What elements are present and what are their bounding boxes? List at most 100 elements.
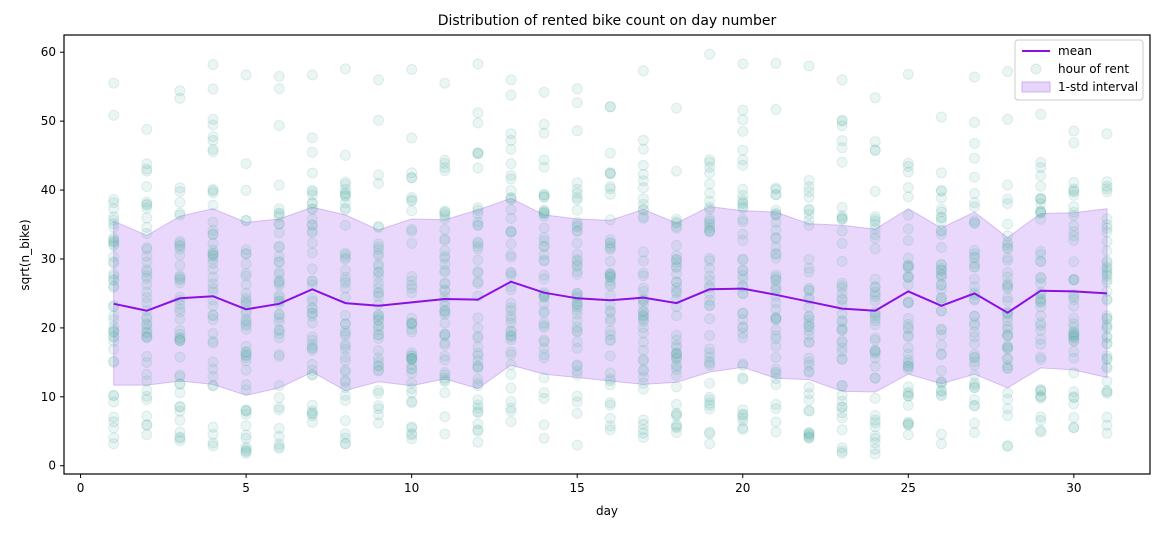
- scatter-point: [1101, 213, 1113, 225]
- scatter-point: [637, 175, 649, 187]
- scatter-point: [373, 266, 384, 278]
- scatter-point: [902, 272, 914, 283]
- scatter-point: [240, 443, 252, 455]
- scatter-point: [1002, 267, 1014, 279]
- scatter-point: [1101, 222, 1113, 234]
- scatter-point: [1101, 236, 1113, 247]
- scatter-point: [472, 147, 484, 159]
- scatter-point: [373, 177, 384, 189]
- scatter-point: [240, 408, 252, 420]
- scatter-point: [505, 305, 517, 316]
- scatter-point: [704, 294, 716, 306]
- scatter-point: [671, 421, 682, 432]
- scatter-point: [604, 373, 616, 385]
- scatter-point: [339, 310, 351, 321]
- scatter-point: [803, 427, 815, 438]
- scatter-point: [1035, 272, 1047, 284]
- scatter-point: [1035, 271, 1047, 283]
- scatter-point: [571, 204, 583, 216]
- scatter-point: [339, 382, 351, 394]
- scatter-point: [505, 416, 517, 428]
- scatter-point: [803, 262, 815, 274]
- scatter-point: [637, 418, 649, 430]
- mean-line-layer: [113, 280, 1108, 314]
- scatter-point: [306, 197, 318, 209]
- scatter-point: [439, 428, 451, 440]
- scatter-point: [207, 282, 219, 294]
- scatter-point: [505, 330, 517, 341]
- scatter-point: [571, 225, 583, 237]
- scatter-point: [571, 308, 583, 320]
- scatter-point: [538, 336, 550, 348]
- scatter-point: [1035, 296, 1047, 308]
- scatter-point: [770, 216, 782, 228]
- scatter-point: [704, 394, 716, 406]
- scatter-point: [240, 405, 252, 417]
- scatter-point: [339, 366, 351, 378]
- scatter-point: [704, 300, 716, 312]
- scatter-point: [935, 271, 947, 283]
- scatter-point: [207, 363, 219, 375]
- scatter-point: [969, 400, 980, 412]
- scatter-point: [770, 182, 782, 194]
- scatter-point: [637, 182, 649, 194]
- scatter-point: [505, 266, 517, 278]
- scatter-point: [108, 214, 120, 226]
- scatter-point: [240, 323, 252, 335]
- scatter-point: [240, 318, 252, 330]
- scatter-point: [108, 324, 120, 336]
- scatter-point: [571, 359, 583, 371]
- scatter-point: [902, 386, 914, 398]
- scatter-point: [969, 320, 980, 331]
- scatter-point: [902, 429, 914, 441]
- scatter-point: [902, 318, 914, 330]
- scatter-point: [935, 225, 947, 237]
- scatter-point: [174, 299, 186, 310]
- scatter-point: [637, 365, 649, 377]
- scatter-point: [306, 189, 318, 201]
- scatter-point: [902, 360, 914, 372]
- scatter-point: [373, 282, 384, 294]
- scatter-point: [472, 380, 484, 392]
- scatter-point: [604, 315, 616, 327]
- scatter-point: [538, 206, 550, 217]
- scatter-point: [737, 253, 749, 265]
- scatter-point: [637, 353, 649, 365]
- scatter-point: [571, 369, 583, 381]
- scatter-point: [869, 145, 881, 157]
- scatter-point: [1035, 206, 1047, 218]
- scatter-point: [770, 271, 782, 283]
- scatter-point: [472, 204, 484, 216]
- scatter-point: [935, 215, 947, 227]
- scatter-point: [207, 250, 219, 262]
- scatter-point: [306, 69, 318, 81]
- scatter-point: [439, 154, 451, 166]
- scatter-point: [306, 339, 318, 351]
- scatter-point: [339, 197, 351, 209]
- scatter-point: [373, 332, 384, 344]
- scatter-point: [472, 406, 484, 417]
- scatter-point: [737, 269, 749, 281]
- scatter-point: [1002, 342, 1014, 354]
- scatter-point: [803, 320, 815, 332]
- scatter-point: [273, 328, 285, 340]
- scatter-point: [704, 215, 716, 227]
- scatter-point: [803, 310, 815, 322]
- scatter-point: [1068, 421, 1080, 433]
- scatter-point: [108, 109, 120, 121]
- scatter-point: [1068, 189, 1080, 201]
- scatter-point: [108, 236, 120, 248]
- scatter-point: [935, 242, 947, 253]
- scatter-point: [1035, 384, 1047, 395]
- scatter-point: [339, 247, 351, 259]
- scatter-point: [704, 187, 716, 199]
- scatter-point: [704, 428, 716, 440]
- scatter-point: [273, 70, 285, 82]
- scatter-point: [737, 228, 749, 240]
- scatter-point: [373, 314, 384, 326]
- scatter-point: [571, 342, 583, 354]
- scatter-point: [803, 220, 815, 231]
- scatter-point: [704, 330, 716, 341]
- scatter-point: [803, 186, 815, 198]
- scatter-point: [1068, 125, 1080, 137]
